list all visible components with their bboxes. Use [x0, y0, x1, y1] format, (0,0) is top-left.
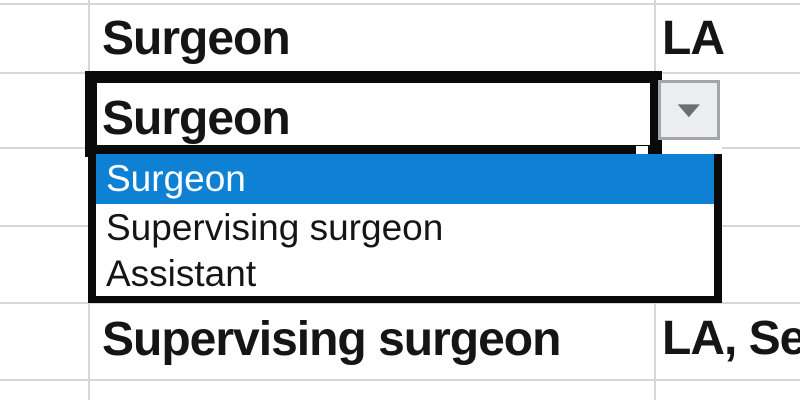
dropdown-arrow-icon: ▼ [670, 97, 708, 123]
data-cell-role[interactable]: Supervising surgeon [102, 313, 561, 366]
fill-handle-notch [636, 146, 648, 155]
data-cell-location[interactable]: LA, Se [662, 312, 800, 365]
gridline-horizontal-row4 [0, 302, 800, 304]
dropdown-item-assistant[interactable]: Assistant [106, 253, 257, 294]
dropdown-item-surgeon[interactable]: Surgeon [96, 154, 714, 204]
dropdown-arrow-button[interactable]: ▼ [658, 80, 720, 140]
active-cell-border [85, 71, 662, 157]
header-cell-location[interactable]: LA [662, 12, 725, 65]
dropdown-item-supervising-surgeon[interactable]: Supervising surgeon [106, 207, 444, 248]
dropdown-list: Surgeon Supervising surgeon Assistant [88, 154, 722, 303]
header-cell-role[interactable]: Surgeon [102, 12, 291, 65]
gridline-horizontal-row5 [0, 379, 800, 381]
active-cell-value[interactable]: Surgeon [102, 92, 291, 145]
gridline-horizontal-row2-right [722, 147, 800, 149]
gridline-horizontal-row0 [0, 3, 800, 5]
